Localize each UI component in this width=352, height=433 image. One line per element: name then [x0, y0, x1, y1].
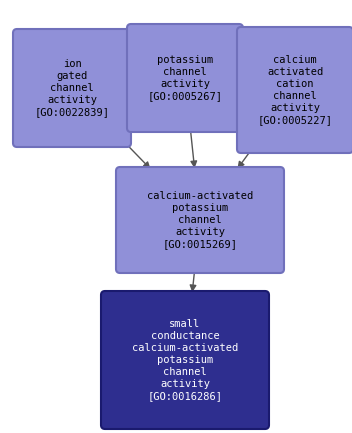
- FancyBboxPatch shape: [127, 24, 243, 132]
- FancyBboxPatch shape: [13, 29, 131, 147]
- Text: calcium-activated
potassium
channel
activity
[GO:0015269]: calcium-activated potassium channel acti…: [147, 191, 253, 249]
- Text: small
conductance
calcium-activated
potassium
channel
activity
[GO:0016286]: small conductance calcium-activated pota…: [132, 319, 238, 401]
- FancyBboxPatch shape: [116, 167, 284, 273]
- FancyBboxPatch shape: [237, 27, 352, 153]
- FancyBboxPatch shape: [101, 291, 269, 429]
- Text: calcium
activated
cation
channel
activity
[GO:0005227]: calcium activated cation channel activit…: [258, 55, 333, 125]
- Text: ion
gated
channel
activity
[GO:0022839]: ion gated channel activity [GO:0022839]: [34, 59, 109, 117]
- Text: potassium
channel
activity
[GO:0005267]: potassium channel activity [GO:0005267]: [147, 55, 222, 101]
